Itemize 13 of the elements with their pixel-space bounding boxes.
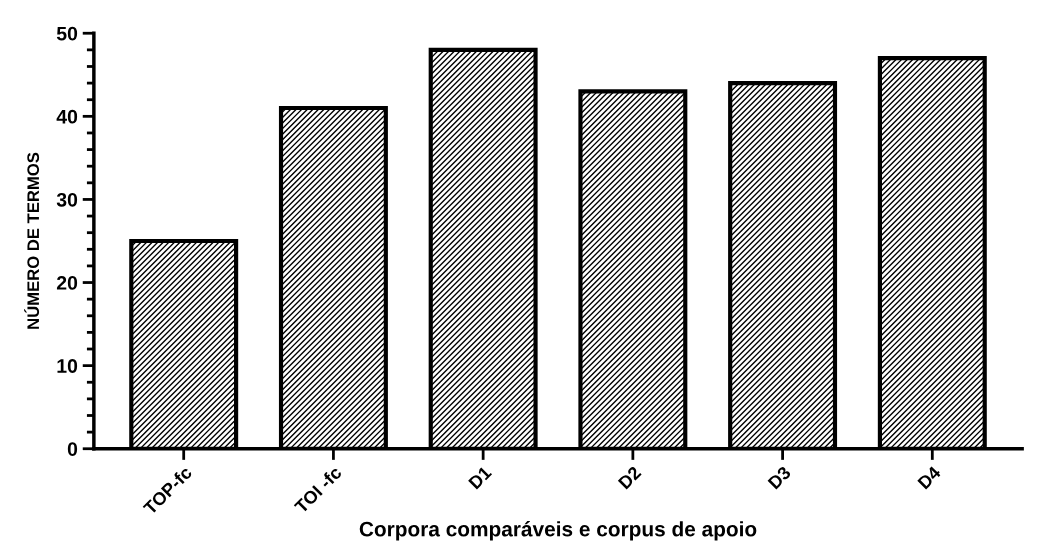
x-tick-label: D4 — [917, 465, 942, 490]
x-tick-label: D1 — [468, 465, 493, 490]
x-tick-label: D2 — [617, 465, 642, 490]
x-axis-title: Corpora comparáveis e corpus de apoio — [359, 521, 757, 541]
x-tick-label: D3 — [767, 465, 792, 490]
y-tick-label: 10 — [57, 359, 78, 373]
x-tick-label: TOI -fc — [293, 465, 343, 515]
y-tick-label: 0 — [67, 442, 78, 456]
y-tick-label: 20 — [56, 276, 78, 290]
y-tick-label: 50 — [56, 26, 78, 41]
y-tick-label: 30 — [56, 192, 78, 207]
y-tick-label: 40 — [56, 109, 78, 124]
y-axis-title: NÚMERO DE TERMOS — [24, 152, 40, 329]
